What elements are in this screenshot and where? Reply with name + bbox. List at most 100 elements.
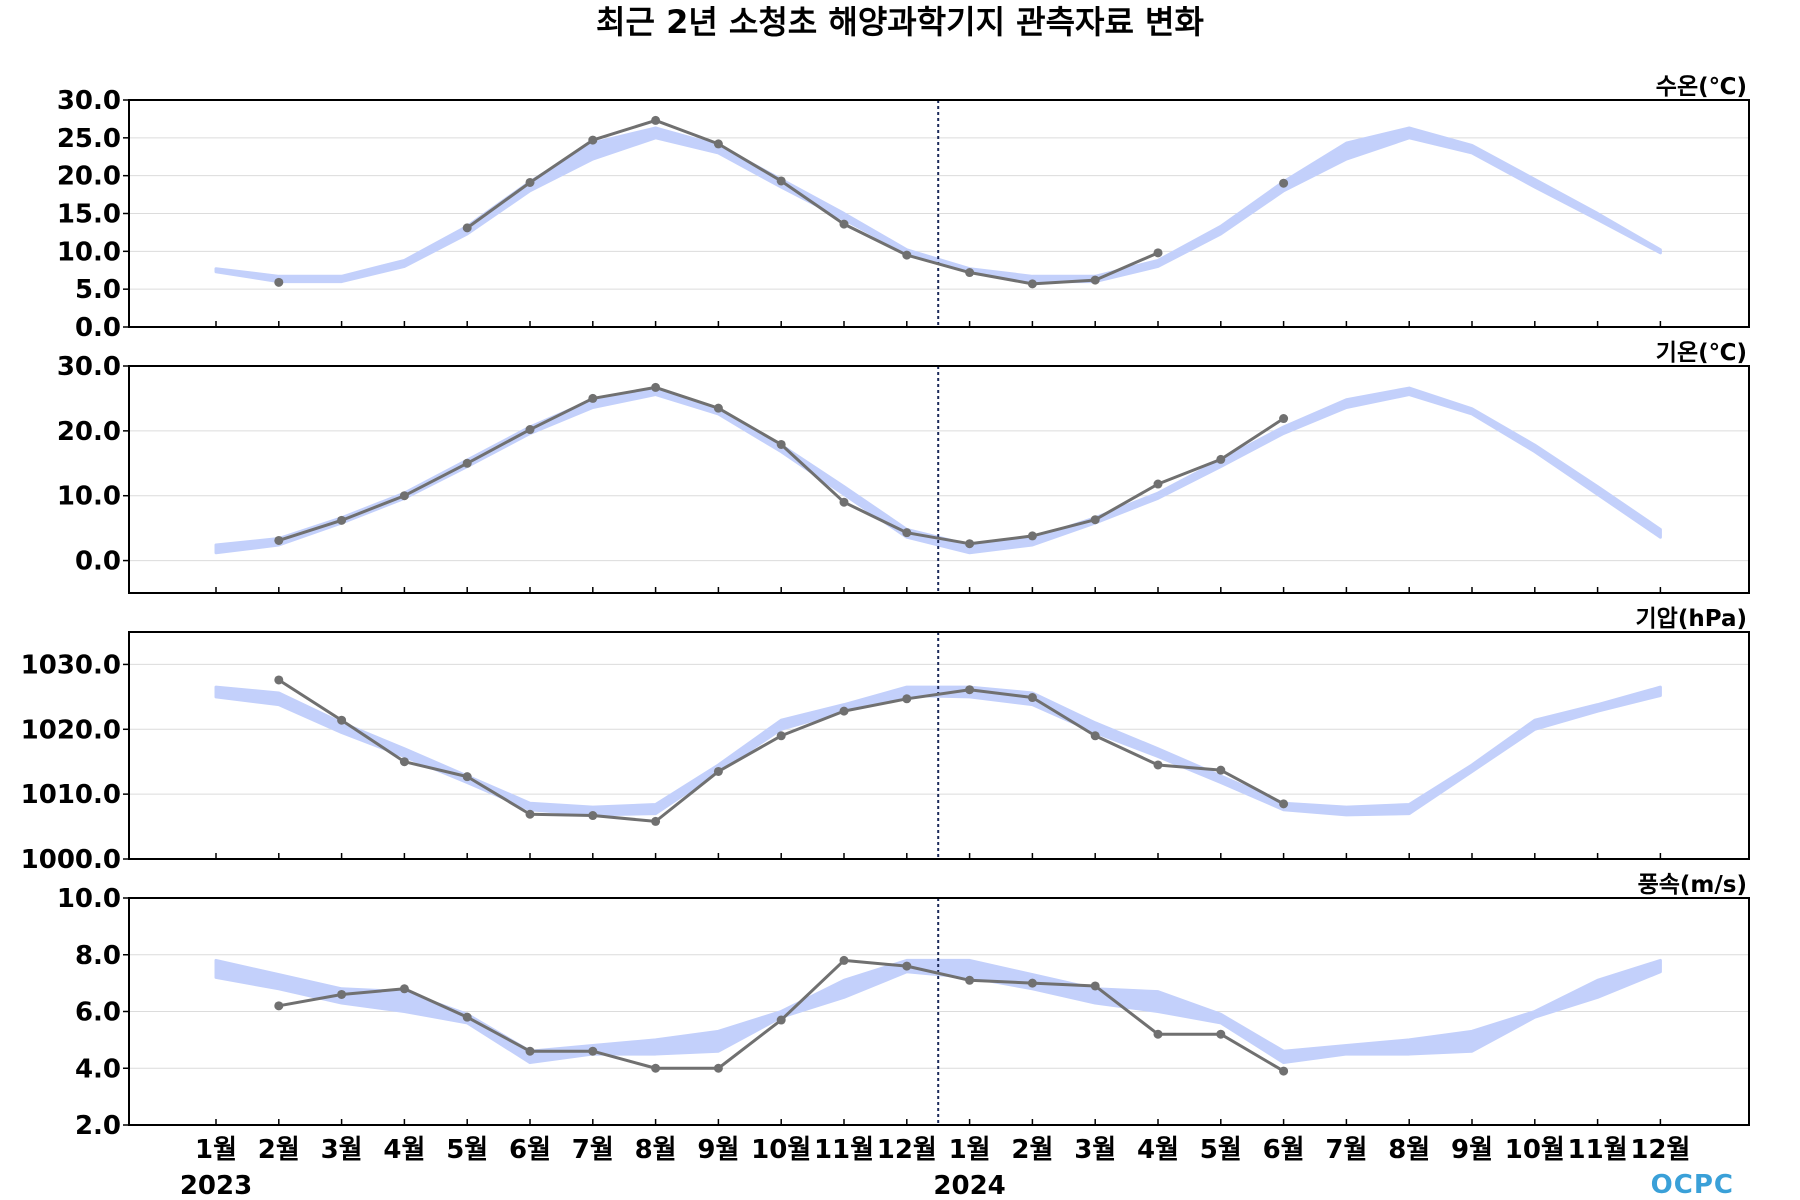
observed-point [839,706,849,716]
observed-point [1279,178,1289,188]
y-tick-label: 30.0 [57,352,121,382]
observed-point [902,250,912,260]
observed-point [588,811,598,821]
observed-point [1153,760,1163,770]
panel-1: 0.0 10.0 20.0 30.0 기온(℃) [57,340,1750,594]
x-tick-label: 6월 [509,1135,551,1165]
x-tick-label: 7월 [572,1135,614,1165]
y-tick-label: 6.0 [75,998,121,1028]
y-tick-label: 4.0 [75,1054,121,1084]
observed-point [274,675,284,685]
observed-line [277,678,1285,823]
x-tick-label: 12월 [1630,1135,1690,1165]
x-tick-label: 5월 [1200,1135,1242,1165]
observed-point [1153,479,1163,489]
observed-point [1090,981,1100,991]
observed-point [902,961,912,971]
y-tick-label: 2.0 [75,1111,121,1141]
observed-point [902,528,912,538]
observed-point [525,1046,535,1056]
x-tick-label: 8월 [635,1135,677,1165]
observed-point [776,1015,786,1025]
observed-point [965,975,975,985]
observed-point [1279,414,1289,424]
observed-point [525,177,535,187]
observed-point [651,816,661,826]
observed-point [274,535,284,545]
observed-point [588,135,598,145]
observed-line [466,118,1159,286]
observed-point [651,382,661,392]
observed-point [776,176,786,186]
observed-point [1027,693,1037,703]
observed-point [776,439,786,449]
observed-point [588,1046,598,1056]
observed-point [462,458,472,468]
observed-point [713,766,723,776]
observed-point [651,1063,661,1073]
x-tick-label: 9월 [1451,1135,1493,1165]
observed-point [839,955,849,965]
observed-point [399,491,409,501]
y-tick-label: 10.0 [57,884,121,914]
observed-point [525,425,535,435]
observed-point [525,809,535,819]
x-tick-label: 2월 [1011,1135,1053,1165]
y-tick-label: 1020.0 [21,715,121,745]
observed-point [1279,799,1289,809]
observed-point [1216,765,1226,775]
y-tick-label: 0.0 [75,547,121,577]
x-tick-label: 9월 [697,1135,739,1165]
panel-0: 0.0 5.0 10.0 15.0 20.0 25.0 30.0 수온(℃) [57,74,1750,343]
panel-label: 수온(℃) [1656,74,1747,100]
panel-label: 기압(hPa) [1636,606,1747,632]
observed-point [965,268,975,278]
x-tick-label: 10월 [1505,1135,1565,1165]
observed-point [337,715,347,725]
observed-point [1027,279,1037,289]
observed-point [399,984,409,994]
x-tick-label: 12월 [877,1135,937,1165]
x-tick-label: 11월 [1568,1135,1628,1165]
x-tick-label: 10월 [751,1135,811,1165]
observed-point [588,393,598,403]
x-tick-label: 2월 [258,1135,300,1165]
observed-point [274,277,284,287]
panel-label: 풍속(m/s) [1638,872,1747,898]
observed-point [902,694,912,704]
observed-point [337,515,347,525]
panel-frame [128,631,1750,860]
y-tick-label: 20.0 [57,417,121,447]
panel-frame [128,365,1750,594]
observed-point [1090,731,1100,741]
observed-point [1216,1029,1226,1039]
y-tick-label: 1000.0 [21,845,121,875]
observed-point [462,772,472,782]
x-tick-label: 3월 [321,1135,363,1165]
y-tick-label: 1030.0 [21,650,121,680]
year-label: 2023 [180,1171,252,1200]
y-tick-label: 0.0 [75,313,121,343]
observed-point [1090,515,1100,525]
x-tick-label: 4월 [383,1135,425,1165]
observed-point [1279,1066,1289,1076]
y-tick-label: 15.0 [57,200,121,230]
observed-point [776,731,786,741]
observed-point [399,757,409,767]
x-tick-label: 8월 [1388,1135,1430,1165]
y-tick-label: 10.0 [57,237,121,267]
observed-point [462,223,472,233]
observed-point [713,1063,723,1073]
observed-point [1027,531,1037,541]
panel-3: 2.0 4.0 6.0 8.0 10.0 풍속(m/s) [57,872,1750,1141]
chart-title: 최근 2년 소청초 해양과학기지 관측자료 변화 [596,3,1204,41]
year-label: 2024 [933,1171,1005,1200]
observed-point [462,1012,472,1022]
y-tick-label: 10.0 [57,482,121,512]
y-tick-label: 25.0 [57,124,121,154]
y-tick-label: 1010.0 [21,780,121,810]
panel-label: 기온(℃) [1656,340,1747,366]
y-tick-label: 8.0 [75,941,121,971]
x-tick-label: 6월 [1263,1135,1305,1165]
